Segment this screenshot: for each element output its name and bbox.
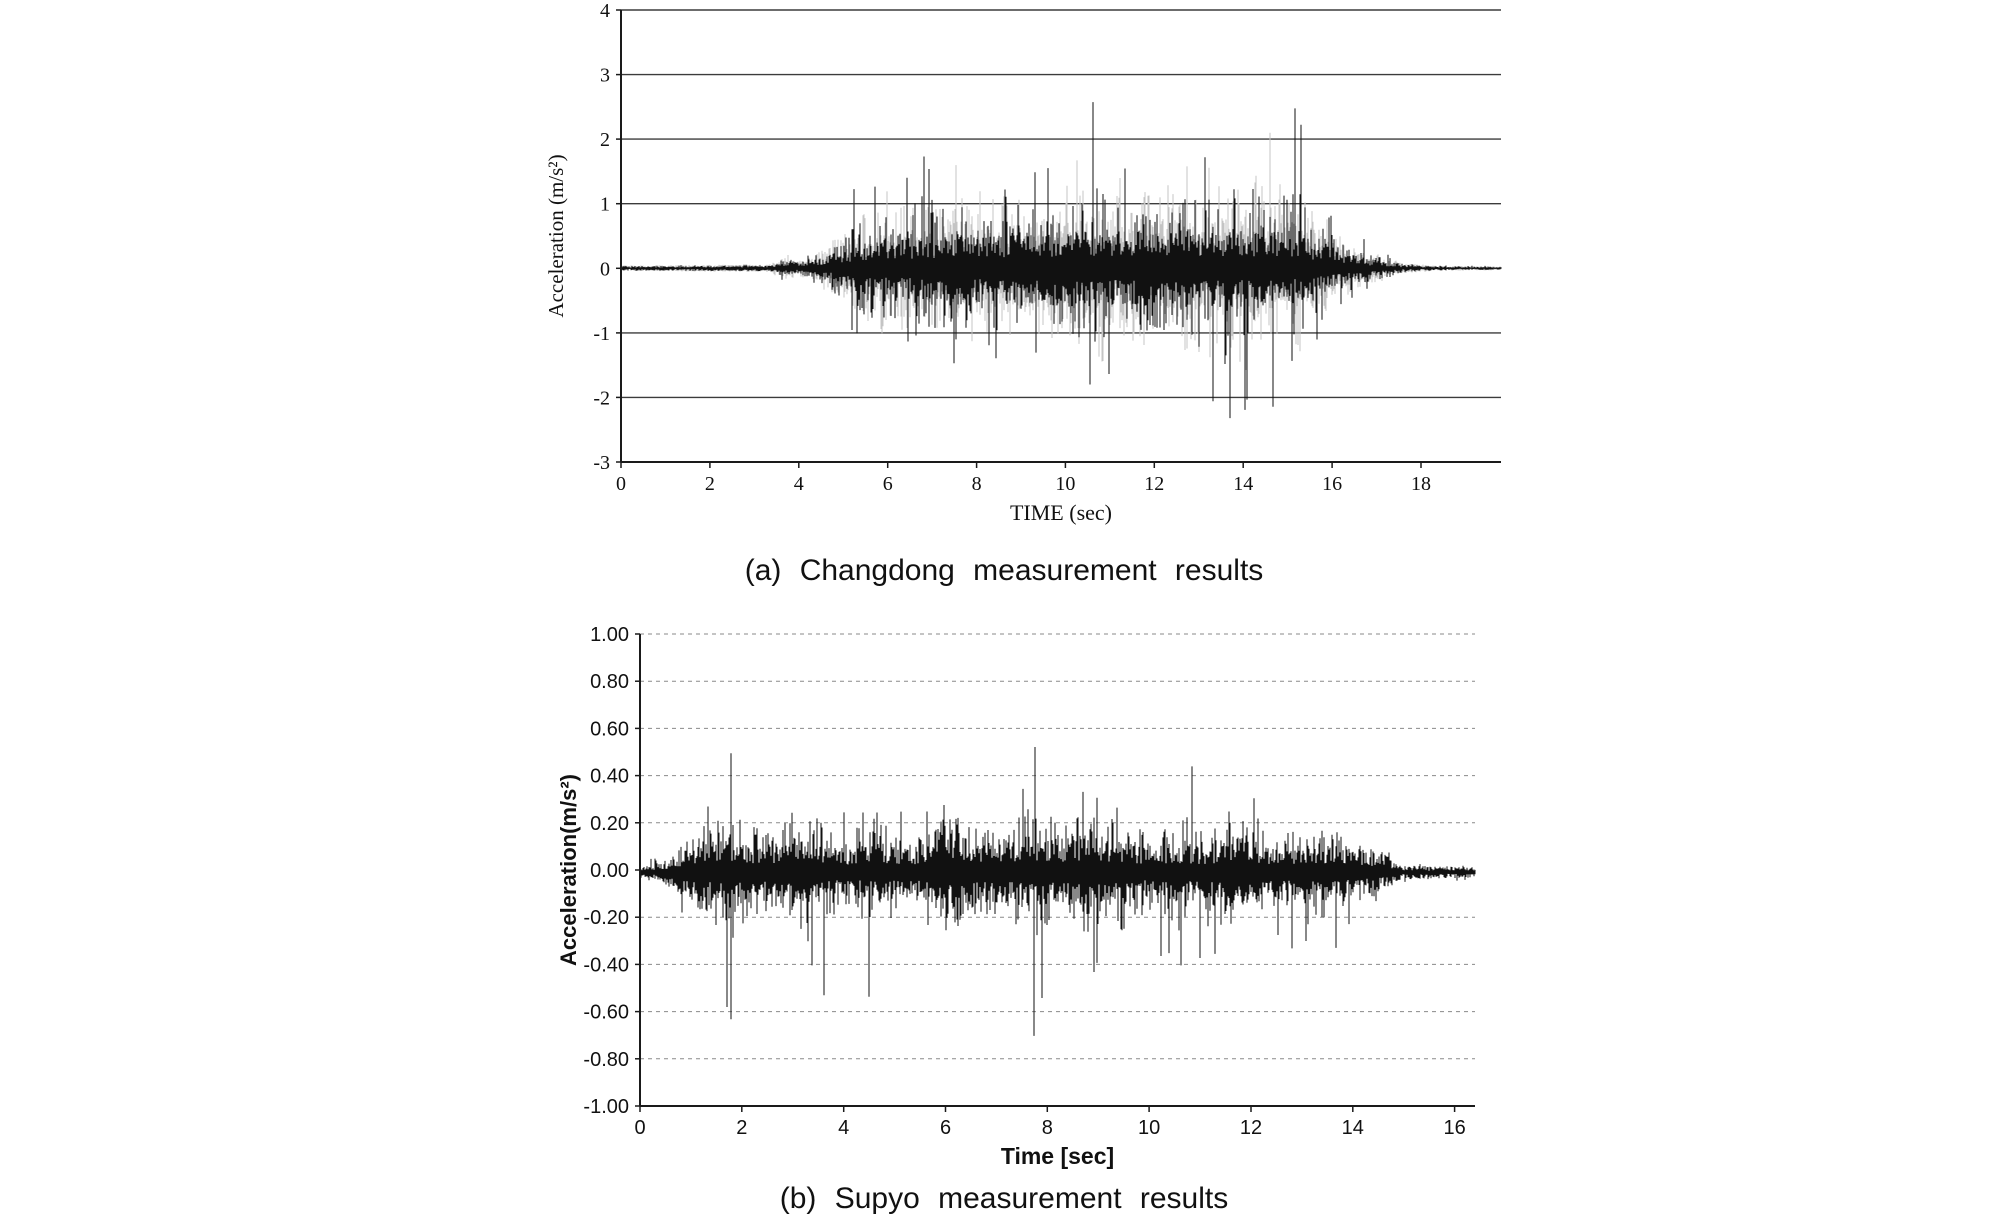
svg-text:0.60: 0.60 [590, 718, 629, 740]
svg-text:2: 2 [705, 473, 715, 495]
svg-text:-1.00: -1.00 [583, 1096, 629, 1118]
svg-text:8: 8 [972, 473, 982, 495]
svg-text:3: 3 [600, 65, 610, 87]
y-axis-label: Acceleration(m/s²) [556, 774, 581, 966]
svg-text:2: 2 [736, 1117, 747, 1139]
axes [620, 10, 1501, 463]
supyo-plot-canvas: 1.00 0.80 0.60 0.40 0.20 0.00 -0.20 -0.40 -0.60 -… [556, 624, 1476, 1169]
y-axis-label: Acceleration (m/s²) [544, 154, 568, 317]
svg-text:0.20: 0.20 [590, 813, 629, 835]
svg-text:12: 12 [1240, 1117, 1262, 1139]
svg-text:10: 10 [1055, 473, 1075, 495]
svg-text:-0.40: -0.40 [583, 954, 629, 976]
svg-text:0.80: 0.80 [590, 671, 629, 693]
svg-text:-0.60: -0.60 [583, 1002, 629, 1024]
svg-text:14: 14 [1233, 473, 1253, 495]
waveform [620, 102, 1502, 419]
svg-text:0: 0 [616, 473, 626, 495]
svg-text:0: 0 [600, 258, 610, 280]
x-axis-label: TIME (sec) [1010, 500, 1112, 525]
svg-text:14: 14 [1342, 1117, 1364, 1139]
svg-text:4: 4 [600, 4, 610, 22]
y-axis-ticks: 4 3 2 1 0 -1 -2 -3 [593, 4, 621, 474]
svg-text:0: 0 [634, 1117, 645, 1139]
svg-text:12: 12 [1144, 473, 1164, 495]
x-axis-label: Time [sec] [1001, 1143, 1114, 1169]
svg-text:10: 10 [1138, 1117, 1160, 1139]
svg-text:2: 2 [600, 129, 610, 151]
caption-changdong: (a) Changdong measurement results [744, 554, 1264, 587]
svg-text:6: 6 [883, 473, 893, 495]
caption-supyo: (b) Supyo measurement results [779, 1182, 1229, 1215]
svg-text:-3: -3 [593, 452, 610, 474]
svg-text:16: 16 [1443, 1117, 1465, 1139]
svg-text:-2: -2 [593, 387, 610, 409]
svg-text:0.40: 0.40 [590, 766, 629, 788]
svg-text:-0.80: -0.80 [583, 1049, 629, 1071]
y-axis-ticks: 1.00 0.80 0.60 0.40 0.20 0.00 -0.20 -0.40 -0.60 -… [583, 624, 640, 1118]
svg-text:1: 1 [600, 194, 610, 216]
svg-text:18: 18 [1411, 473, 1431, 495]
svg-text:8: 8 [1042, 1117, 1053, 1139]
svg-text:6: 6 [940, 1117, 951, 1139]
svg-text:-1: -1 [593, 323, 610, 345]
svg-text:4: 4 [838, 1117, 849, 1139]
gridlines [621, 9, 1501, 399]
svg-text:1.00: 1.00 [590, 624, 629, 646]
x-axis-ticks: 0 2 4 6 8 10 12 14 16 [634, 1106, 1466, 1139]
svg-text:16: 16 [1322, 473, 1342, 495]
waveform [639, 747, 1476, 1036]
svg-text:-0.20: -0.20 [583, 907, 629, 929]
svg-text:0.00: 0.00 [590, 860, 629, 882]
x-axis-ticks: 0 2 4 6 8 10 12 14 16 18 [616, 462, 1431, 495]
svg-text:4: 4 [794, 473, 804, 495]
